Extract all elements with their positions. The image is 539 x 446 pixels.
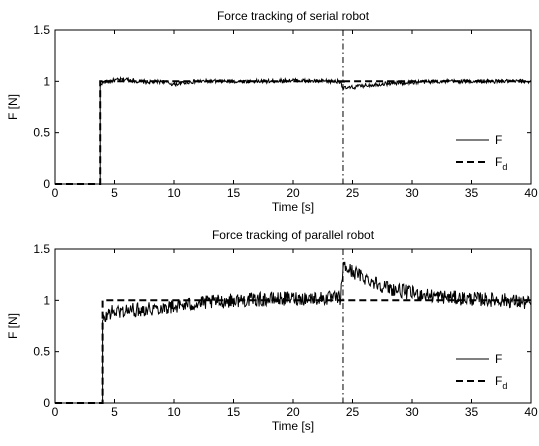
legend-label-Fd: Fd [495, 374, 507, 391]
legend: F Fd [456, 133, 507, 172]
legend-label-F: F [495, 133, 502, 147]
y-tick-labels: 0 0.5 1 1.5 [33, 23, 50, 191]
series-line-Fd [55, 300, 531, 403]
y-axis-label: F [N] [6, 313, 20, 339]
axes-frame [55, 30, 531, 184]
legend-label-Fd: Fd [495, 155, 507, 172]
y-tick-label: 1.5 [33, 242, 50, 256]
plot-area [55, 30, 531, 184]
y-tick-label: 0.5 [33, 345, 50, 359]
legend-label-Fd-subscript: d [502, 381, 507, 391]
legend-label-Fd-subscript: d [502, 162, 507, 172]
x-tick-label: 5 [111, 186, 118, 200]
x-tick-label: 10 [167, 186, 181, 200]
chart-title: Force tracking of serial robot [217, 9, 370, 23]
y-tick-labels: 0 0.5 1 1.5 [33, 242, 50, 410]
x-tick-label: 30 [405, 405, 419, 419]
legend-label-Fd-main: F [495, 155, 502, 169]
x-tick-label: 20 [286, 405, 300, 419]
serial-robot-chart: Force tracking of serial robot F [N] Tim… [6, 9, 538, 214]
y-axis-label: F [N] [6, 94, 20, 120]
axes-frame [55, 249, 531, 403]
x-tick-label: 30 [405, 186, 419, 200]
x-tick-label: 5 [111, 405, 118, 419]
y-tick-label: 0.5 [33, 126, 50, 140]
x-tick-label: 0 [52, 405, 59, 419]
x-axis-label: Time [s] [272, 419, 314, 433]
x-tick-label: 20 [286, 186, 300, 200]
x-tick-label: 15 [227, 186, 241, 200]
y-tick-label: 1 [43, 293, 50, 307]
y-tick-label: 0 [43, 396, 50, 410]
plot-area [55, 249, 531, 403]
x-tick-label: 35 [465, 405, 479, 419]
x-tick-label: 25 [346, 186, 360, 200]
x-tick-label: 35 [465, 186, 479, 200]
x-tick-label: 40 [524, 186, 538, 200]
series-line-F [55, 78, 531, 184]
x-tick-label: 25 [346, 405, 360, 419]
legend-label-F: F [495, 352, 502, 366]
x-axis-label: Time [s] [272, 200, 314, 214]
chart-title: Force tracking of parallel robot [212, 228, 375, 242]
x-tick-labels: 0 5 10 15 20 25 30 35 40 [52, 186, 538, 200]
x-tick-label: 40 [524, 405, 538, 419]
x-tick-labels: 0 5 10 15 20 25 30 35 40 [52, 405, 538, 419]
legend: F Fd [456, 352, 507, 391]
y-tick-label: 1.5 [33, 23, 50, 37]
legend-label-Fd-main: F [495, 374, 502, 388]
series-line-Fd [55, 81, 531, 184]
parallel-robot-chart: Force tracking of parallel robot F [N] T… [6, 228, 538, 433]
y-tick-label: 1 [43, 74, 50, 88]
y-tick-label: 0 [43, 177, 50, 191]
x-tick-label: 0 [52, 186, 59, 200]
x-tick-label: 10 [167, 405, 181, 419]
x-tick-label: 15 [227, 405, 241, 419]
